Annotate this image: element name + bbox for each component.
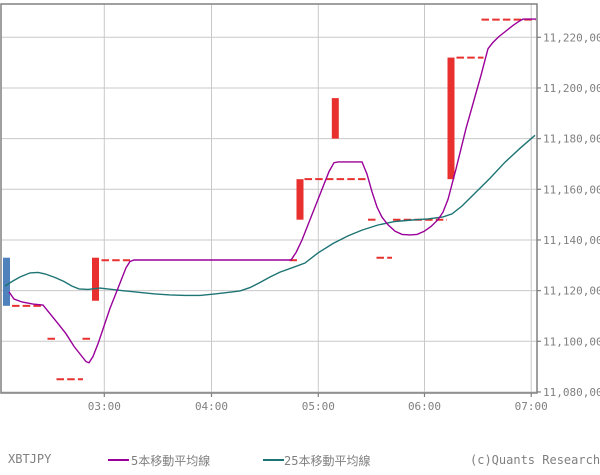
ma5-legend-label: 5本移動平均線 [131,454,211,468]
gridlines [1,4,537,393]
ma25-line [4,134,536,297]
y-axis-label: 11,120,00 [543,285,600,298]
candlestick-chart: 11,220,00 11,200,00 11,180,00 11,160,00 11,1… [0,3,600,413]
axis-ticks [103,36,541,397]
plot-border [0,3,538,394]
y-axis-label: 11,160,00 [543,183,600,196]
y-axis-label: 11,180,00 [543,133,600,146]
y-axis-label: 11,080,00 [543,386,600,399]
ma25-legend-label: 25本移動平均線 [284,454,371,468]
y-axis-label: 11,140,00 [543,234,600,247]
candle-down [3,257,10,306]
ma5-line [8,18,536,364]
x-axis-label: 04:00 [195,400,228,413]
x-axis-label: 03:00 [88,400,121,413]
candle-up [331,98,339,139]
x-axis-label: 07:00 [515,400,548,413]
candle-up [92,257,99,301]
symbol-label: XBTJPY [8,452,52,466]
copyright-label: (c)Quants Research [470,453,600,467]
y-axis-label: 11,100,00 [543,335,600,348]
x-axis-label: 05:00 [302,400,335,413]
y-axis-label: 11,200,00 [543,82,600,95]
ma5-legend-line-icon [108,459,129,461]
candle-up [296,179,304,220]
candle-up [447,57,455,180]
flat-candle-marks [12,18,536,381]
y-axis-label: 11,220,00 [543,31,600,44]
candles [3,57,455,306]
ma25-legend-line-icon [263,459,284,461]
x-axis-label: 06:00 [408,400,441,413]
